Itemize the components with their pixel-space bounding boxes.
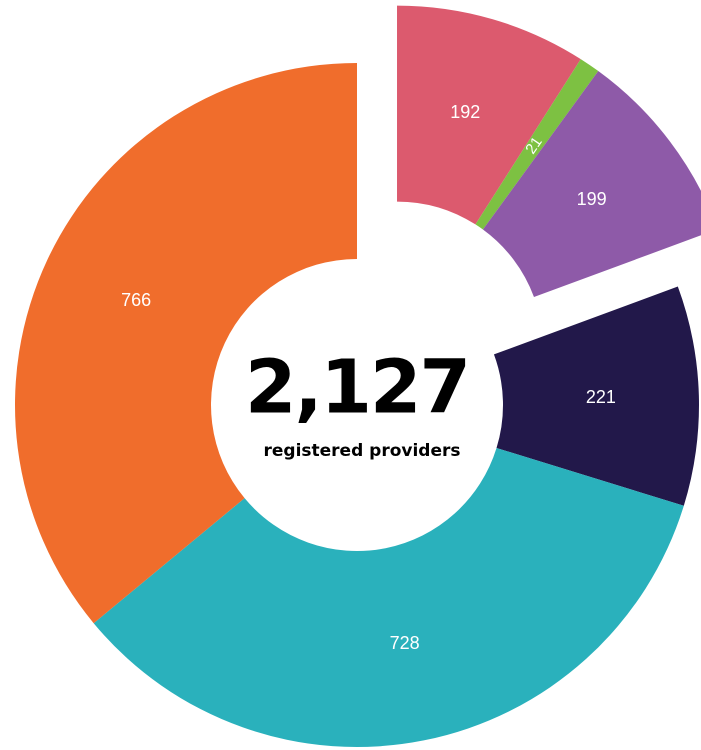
data-label: 766 xyxy=(121,290,151,310)
center-subtitle: registered providers xyxy=(263,441,460,461)
data-label: 728 xyxy=(390,633,420,653)
slice xyxy=(397,5,581,225)
slice xyxy=(93,448,684,747)
data-label: 221 xyxy=(586,387,616,407)
slice xyxy=(493,286,700,506)
data-label: 199 xyxy=(577,189,607,209)
slice xyxy=(14,62,358,624)
data-label: 192 xyxy=(450,102,480,122)
slice xyxy=(475,59,599,230)
center-total: 2,127 xyxy=(245,345,469,431)
slice xyxy=(482,71,701,297)
